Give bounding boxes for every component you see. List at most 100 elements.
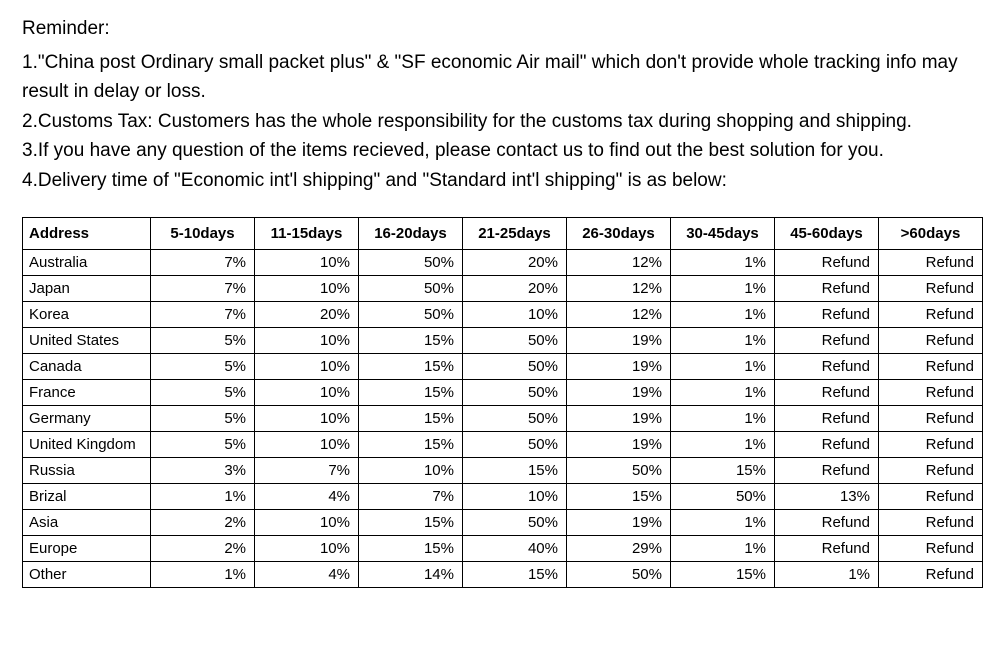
value-cell: Refund [879, 354, 983, 380]
value-cell: 29% [567, 536, 671, 562]
value-cell: Refund [775, 354, 879, 380]
value-cell: Refund [879, 302, 983, 328]
address-cell: Germany [23, 406, 151, 432]
value-cell: 4% [255, 484, 359, 510]
table-row: Europe2%10%15%40%29%1%RefundRefund [23, 536, 983, 562]
value-cell: 15% [359, 354, 463, 380]
header-16-20days: 16-20days [359, 218, 463, 250]
value-cell: 50% [671, 484, 775, 510]
value-cell: 50% [463, 510, 567, 536]
value-cell: Refund [775, 458, 879, 484]
value-cell: 50% [463, 328, 567, 354]
reminder-item-1: 1."China post Ordinary small packet plus… [22, 48, 978, 107]
value-cell: 1% [671, 510, 775, 536]
address-cell: Europe [23, 536, 151, 562]
value-cell: 12% [567, 302, 671, 328]
value-cell: 19% [567, 328, 671, 354]
value-cell: Refund [879, 510, 983, 536]
value-cell: Refund [879, 250, 983, 276]
value-cell: Refund [879, 484, 983, 510]
value-cell: 1% [151, 562, 255, 588]
table-row: France5%10%15%50%19%1%RefundRefund [23, 380, 983, 406]
value-cell: 12% [567, 276, 671, 302]
value-cell: Refund [775, 302, 879, 328]
value-cell: 15% [359, 406, 463, 432]
value-cell: 15% [567, 484, 671, 510]
value-cell: Refund [775, 432, 879, 458]
value-cell: Refund [775, 510, 879, 536]
value-cell: 19% [567, 354, 671, 380]
value-cell: 50% [463, 380, 567, 406]
value-cell: Refund [775, 406, 879, 432]
value-cell: 7% [151, 276, 255, 302]
delivery-time-table: Address 5-10days 11-15days 16-20days 21-… [22, 217, 983, 588]
value-cell: 20% [255, 302, 359, 328]
table-row: United Kingdom5%10%15%50%19%1%RefundRefu… [23, 432, 983, 458]
value-cell: 1% [671, 432, 775, 458]
table-row: Russia3%7%10%15%50%15%RefundRefund [23, 458, 983, 484]
value-cell: 19% [567, 432, 671, 458]
value-cell: Refund [879, 406, 983, 432]
value-cell: 50% [567, 458, 671, 484]
table-row: Other1%4%14%15%50%15%1%Refund [23, 562, 983, 588]
value-cell: Refund [879, 276, 983, 302]
value-cell: 1% [671, 406, 775, 432]
value-cell: Refund [879, 458, 983, 484]
header-address: Address [23, 218, 151, 250]
value-cell: 5% [151, 406, 255, 432]
header-45-60days: 45-60days [775, 218, 879, 250]
header-60days: >60days [879, 218, 983, 250]
table-row: Australia7%10%50%20%12%1%RefundRefund [23, 250, 983, 276]
value-cell: 15% [671, 458, 775, 484]
value-cell: 15% [463, 458, 567, 484]
value-cell: Refund [879, 536, 983, 562]
value-cell: 50% [359, 302, 463, 328]
value-cell: 1% [151, 484, 255, 510]
table-row: United States5%10%15%50%19%1%RefundRefun… [23, 328, 983, 354]
value-cell: Refund [879, 562, 983, 588]
value-cell: 50% [567, 562, 671, 588]
table-header-row: Address 5-10days 11-15days 16-20days 21-… [23, 218, 983, 250]
value-cell: 15% [359, 380, 463, 406]
value-cell: 20% [463, 276, 567, 302]
address-cell: United States [23, 328, 151, 354]
value-cell: 10% [463, 484, 567, 510]
value-cell: 15% [359, 432, 463, 458]
value-cell: 10% [255, 406, 359, 432]
value-cell: Refund [775, 250, 879, 276]
header-26-30days: 26-30days [567, 218, 671, 250]
value-cell: 10% [255, 432, 359, 458]
value-cell: 1% [671, 536, 775, 562]
header-5-10days: 5-10days [151, 218, 255, 250]
value-cell: 12% [567, 250, 671, 276]
reminder-item-2: 2.Customs Tax: Customers has the whole r… [22, 107, 978, 136]
value-cell: Refund [879, 328, 983, 354]
value-cell: 15% [671, 562, 775, 588]
value-cell: 19% [567, 406, 671, 432]
value-cell: Refund [879, 380, 983, 406]
value-cell: 10% [255, 328, 359, 354]
value-cell: 7% [151, 302, 255, 328]
header-21-25days: 21-25days [463, 218, 567, 250]
value-cell: 50% [463, 354, 567, 380]
value-cell: 5% [151, 354, 255, 380]
address-cell: Other [23, 562, 151, 588]
value-cell: 1% [671, 250, 775, 276]
value-cell: 15% [359, 328, 463, 354]
value-cell: Refund [775, 380, 879, 406]
value-cell: 10% [255, 276, 359, 302]
value-cell: 50% [359, 276, 463, 302]
value-cell: 10% [255, 380, 359, 406]
value-cell: 7% [151, 250, 255, 276]
value-cell: 3% [151, 458, 255, 484]
value-cell: 20% [463, 250, 567, 276]
address-cell: Korea [23, 302, 151, 328]
table-row: Brizal1%4%7%10%15%50%13%Refund [23, 484, 983, 510]
reminder-section: Reminder: 1."China post Ordinary small p… [22, 18, 978, 195]
value-cell: 15% [463, 562, 567, 588]
address-cell: Canada [23, 354, 151, 380]
address-cell: Japan [23, 276, 151, 302]
value-cell: 1% [671, 354, 775, 380]
value-cell: 5% [151, 328, 255, 354]
value-cell: 10% [255, 250, 359, 276]
